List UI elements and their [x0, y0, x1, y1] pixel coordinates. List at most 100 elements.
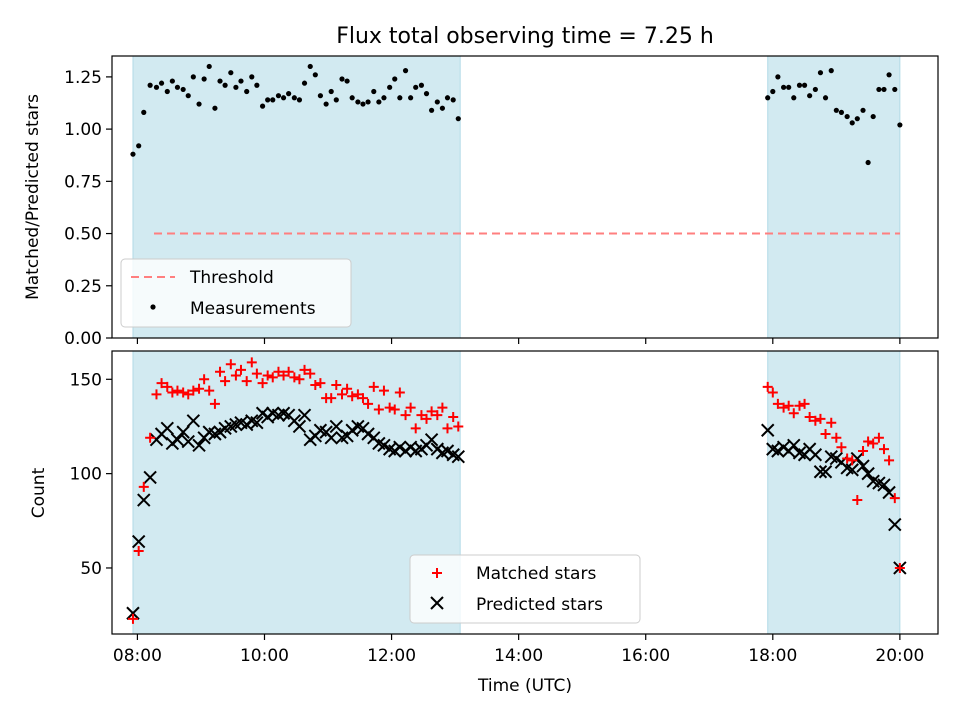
matched-star-point: [852, 495, 863, 506]
measurement-point: [897, 122, 903, 128]
matched-star-point: [183, 389, 194, 400]
matched-star-point: [188, 385, 199, 396]
predicted-star-point: [186, 414, 201, 428]
bottom-x-ticks: 08:00 10:00 12:00 14:00 16:00 18:00 20:00: [113, 634, 924, 666]
x-axis-label: Time (UTC): [477, 676, 572, 696]
matched-star-point: [220, 376, 231, 387]
matched-star-point: [378, 385, 389, 396]
matched-star-point: [842, 453, 853, 464]
measurement-point: [212, 105, 218, 111]
predicted-star-point: [808, 448, 823, 462]
top-y-ticks: 0.00 0.25 0.50 0.75 1.00 1.25: [64, 68, 112, 349]
measurement-point: [860, 107, 866, 113]
bottom-panel: 50 100 150 08:00 10:00 12:00 14:00 16:00 18:00 2…: [29, 350, 939, 696]
measurement-point: [844, 113, 850, 120]
predicted-star-point: [131, 534, 146, 549]
measurement-point: [796, 82, 803, 88]
measurement-point: [185, 93, 191, 99]
observing-window-shade: [767, 56, 901, 338]
measurement-point: [323, 101, 329, 107]
matched-star-point: [283, 366, 294, 377]
matched-star-point: [804, 412, 815, 423]
matched-star-point: [162, 381, 173, 392]
matched-star-point: [778, 402, 789, 413]
predicted-star-point: [324, 431, 338, 445]
matched-star-point: [267, 372, 278, 383]
matched-star-point: [199, 374, 210, 385]
matched-star-point: [448, 412, 459, 423]
predicted-star-point: [176, 425, 190, 439]
measurement-point: [439, 105, 445, 111]
predicted-star-point: [882, 485, 896, 500]
matched-star-point: [172, 385, 183, 396]
predicted-star-point: [297, 408, 312, 422]
predicted-star-point: [377, 438, 391, 453]
measurement-point: [339, 76, 345, 82]
matched-legend-swatch: [432, 568, 442, 578]
matched-star-point: [820, 429, 831, 440]
matched-star-point: [138, 481, 149, 492]
matched-star-point: [235, 364, 246, 375]
matched-star-point: [442, 423, 453, 434]
observing-window-shade: [767, 351, 901, 634]
y-tick-label: 1.00: [64, 120, 102, 140]
matched-star-point: [826, 417, 837, 428]
top-y-axis-label: Matched/Predicted stars: [23, 94, 43, 300]
x-tick-label: 14:00: [494, 646, 543, 666]
predicted-star-point: [424, 432, 439, 447]
measurement-point: [892, 86, 898, 93]
matched-star-point: [331, 379, 342, 390]
matched-star-point: [368, 381, 379, 392]
measurement-point: [376, 99, 382, 105]
measurement-point: [136, 143, 142, 149]
measurement-point: [141, 109, 147, 115]
matched-star-point: [289, 372, 300, 383]
matched-star-point: [145, 432, 156, 443]
predicted-legend-label: Predicted stars: [476, 595, 603, 615]
matched-star-point: [863, 436, 874, 447]
predicted-legend-swatch: [430, 596, 444, 610]
matched-star-point: [384, 402, 395, 413]
matched-star-point: [767, 387, 778, 398]
measurement-point: [870, 113, 876, 120]
measurement-point: [360, 101, 366, 107]
matched-star-point: [133, 545, 144, 556]
matched-star-point: [884, 455, 895, 466]
matched-star-point: [251, 368, 262, 379]
bottom-axes-frame: [111, 350, 939, 635]
matched-star-point: [799, 398, 810, 409]
measurement-point: [174, 84, 181, 90]
measurement-point: [801, 82, 808, 88]
measurement-point: [169, 78, 175, 84]
predicted-star-point: [856, 459, 870, 473]
predicted-star-point: [771, 444, 785, 458]
matched-star-point: [873, 432, 884, 443]
x-tick-label: 12:00: [367, 646, 416, 666]
matched-star-point: [310, 379, 321, 390]
matched-star-point: [410, 423, 421, 434]
measurement-point: [822, 95, 829, 101]
measurement-point: [217, 78, 223, 84]
matched-star-point: [209, 398, 220, 409]
top-axes-frame: [111, 55, 939, 339]
measurement-point: [807, 93, 813, 99]
measurement-point: [413, 84, 419, 90]
y-tick-label: 100: [70, 465, 102, 485]
measurement-point: [307, 63, 313, 70]
measurement-point: [228, 70, 234, 76]
matched-star-point: [453, 421, 464, 432]
measurement-point: [765, 95, 771, 101]
matched-star-point: [347, 391, 358, 402]
measurement-point: [881, 86, 887, 93]
matched-star-point: [868, 438, 879, 449]
measurement-point: [828, 68, 834, 74]
measurement-point: [130, 151, 136, 157]
measurement-point: [233, 84, 239, 90]
matched-star-point: [426, 406, 437, 417]
matched-star-point: [246, 357, 257, 368]
measurement-point: [153, 84, 160, 90]
matched-star-point: [810, 415, 821, 426]
measurement-point: [190, 74, 196, 80]
measurement-point: [791, 95, 797, 101]
matched-star-point: [400, 410, 411, 421]
